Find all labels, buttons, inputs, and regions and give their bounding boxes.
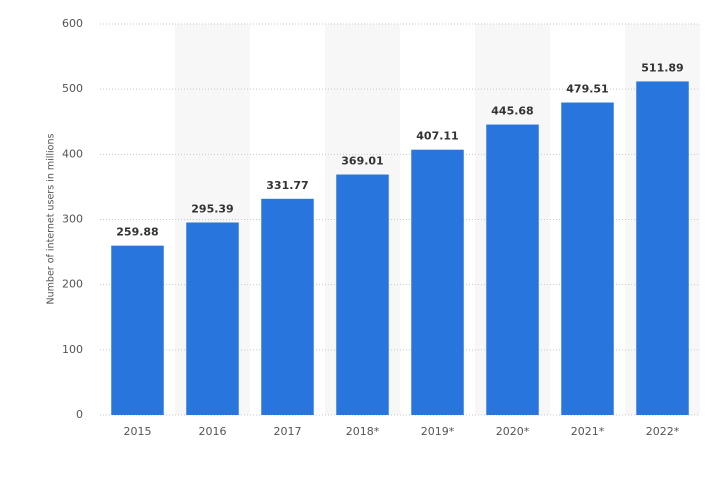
value-label: 259.88 [116,226,158,239]
x-tick-label: 2019* [421,425,455,438]
bar [636,81,689,416]
x-tick-label: 2022* [646,425,680,438]
bar [111,245,164,415]
value-label: 331.77 [266,179,308,192]
bar [336,174,389,415]
x-tick-label: 2021* [571,425,605,438]
bar [261,198,314,415]
y-tick-label: 0 [76,408,83,421]
y-tick-label: 300 [62,213,83,226]
x-tick-label: 2017 [274,425,302,438]
y-tick-label: 500 [62,82,83,95]
y-tick-label: 100 [62,343,83,356]
x-tick-label: 2016 [199,425,227,438]
x-tick-label: 2018* [346,425,380,438]
value-label: 407.11 [416,130,458,143]
bar [486,124,539,416]
bar [411,149,464,415]
bar [186,222,239,415]
value-label: 445.68 [491,105,533,118]
y-tick-label: 400 [62,147,83,160]
y-axis-label: Number of internet users in millions [46,134,57,305]
x-tick-label: 2020* [496,425,530,438]
y-tick-label: 600 [62,17,83,30]
value-label: 369.01 [341,155,383,168]
value-label: 295.39 [191,203,233,216]
y-tick-label: 200 [62,278,83,291]
x-tick-label: 2015 [124,425,152,438]
bar [561,102,614,415]
value-label: 511.89 [641,61,683,74]
value-label: 479.51 [566,83,608,96]
